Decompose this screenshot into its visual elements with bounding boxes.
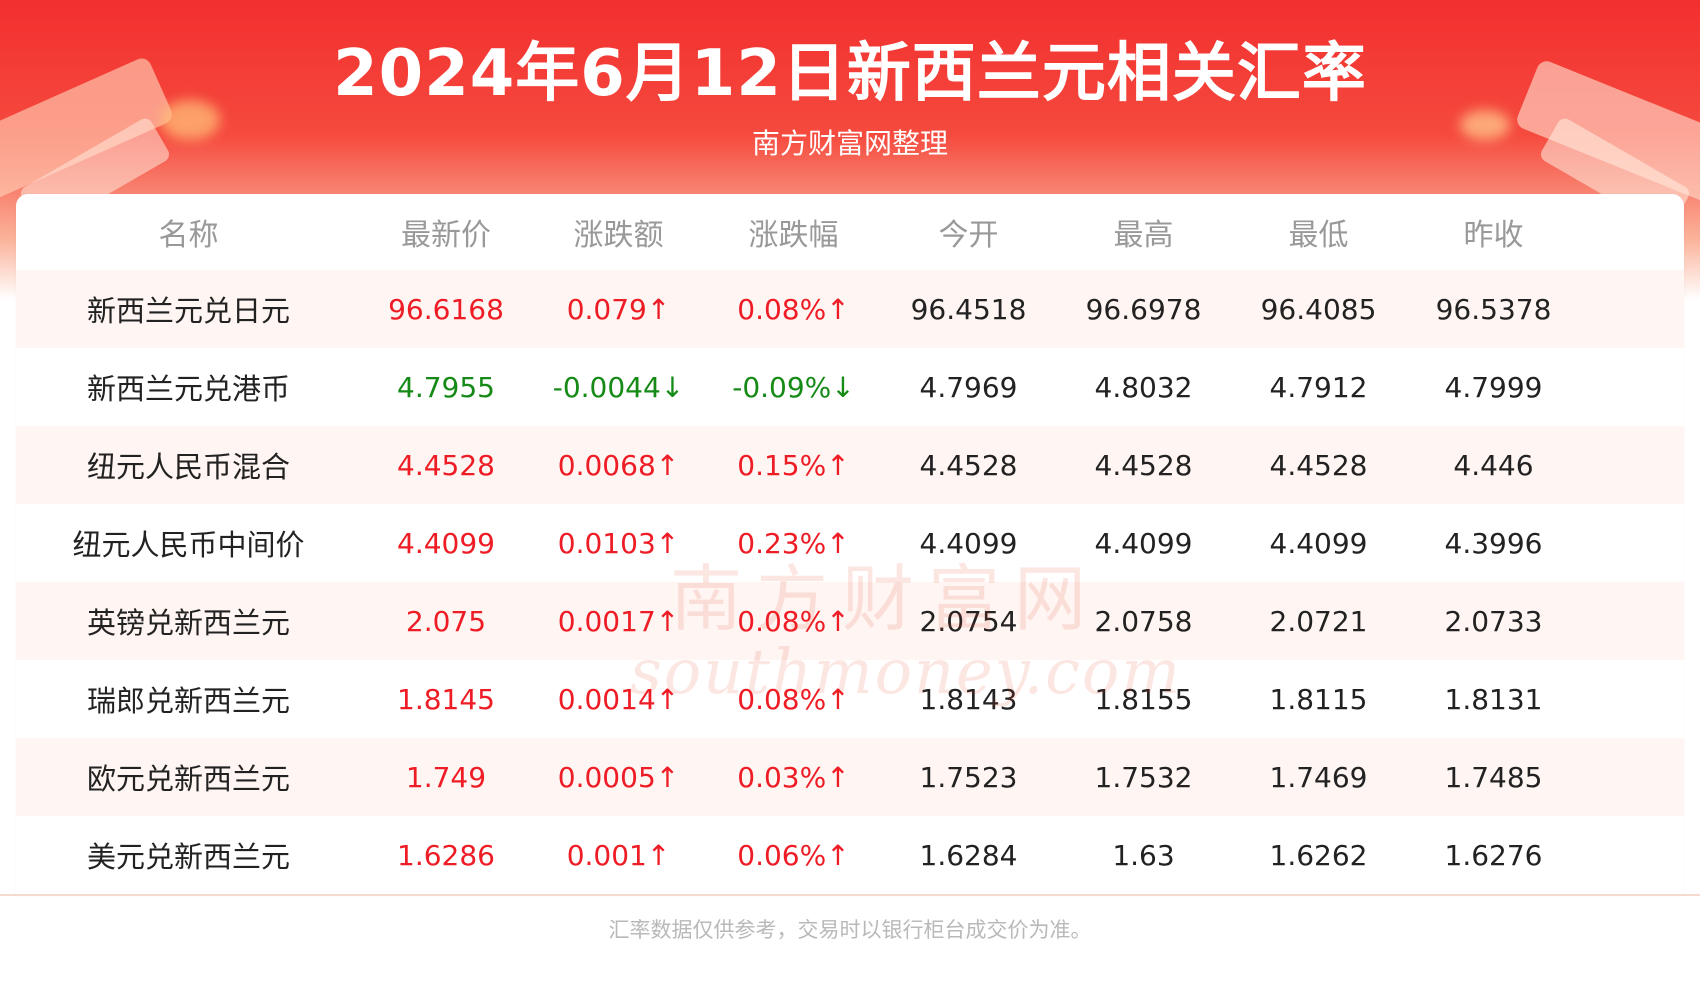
column-header-high: 最高 [1113,218,1174,253]
column-header-latest: 最新价 [401,218,491,253]
row-change-pct: 0.08%↑ [737,682,850,716]
rate-table: 名称 最新价 涨跌额 涨跌幅 今开 最高 最低 昨收 新西兰元兑日元 96.61… [16,194,1684,896]
row-name: 英镑兑新西兰元 [86,606,290,640]
row-latest: 1.8145 [397,682,495,716]
row-low: 4.7912 [1269,370,1368,404]
row-change-pct: 0.03%↑ [737,760,850,794]
row-high: 1.7532 [1094,760,1193,794]
row-latest: 1.6286 [397,838,495,872]
row-change-pct: -0.09%↓ [732,370,855,404]
row-prev-close: 1.7485 [1444,760,1543,794]
footer-divider [0,894,1700,896]
column-header-change-pct: 涨跌幅 [748,218,839,253]
row-low: 4.4099 [1269,526,1368,560]
row-prev-close: 1.6276 [1444,838,1543,872]
row-low: 96.4085 [1260,292,1377,326]
row-prev-close: 4.3996 [1444,526,1543,560]
row-low: 1.6262 [1269,838,1368,872]
row-low: 2.0721 [1269,604,1368,638]
row-latest: 4.7955 [397,370,495,404]
table-row: 新西兰元兑港币 4.7955 -0.0044↓ -0.09%↓ 4.7969 4… [16,348,1684,426]
row-change-pct: 0.23%↑ [737,526,850,560]
row-high: 96.6978 [1085,292,1202,326]
row-open: 4.4099 [919,526,1018,560]
row-low: 1.7469 [1269,760,1368,794]
row-open: 2.0754 [919,604,1018,638]
column-header-change: 涨跌额 [573,218,664,253]
row-prev-close: 2.0733 [1444,604,1543,638]
footer-note: 汇率数据仅供参考，交易时以银行柜台成交价为准。 [608,918,1092,942]
column-header-name: 名称 [158,218,219,253]
table-row: 新西兰元兑日元 96.6168 0.079↑ 0.08%↑ 96.4518 96… [16,270,1684,348]
table-row: 瑞郎兑新西兰元 1.8145 0.0014↑ 0.08%↑ 1.8143 1.8… [16,660,1684,738]
row-latest: 4.4099 [397,526,495,560]
row-latest: 2.075 [405,604,487,638]
row-name: 纽元人民币中间价 [72,528,305,562]
table-row: 美元兑新西兰元 1.6286 0.001↑ 0.06%↑ 1.6284 1.63… [16,816,1684,894]
row-prev-close: 96.5378 [1435,292,1552,326]
row-prev-close: 4.7999 [1444,370,1543,404]
row-change: 0.0103↑ [557,526,680,560]
row-change-pct: 0.15%↑ [737,448,850,482]
banner-decoration [160,100,220,140]
row-latest: 4.4528 [397,448,495,482]
row-high: 2.0758 [1094,604,1193,638]
row-change: 0.001↑ [566,838,671,872]
row-name: 瑞郎兑新西兰元 [86,684,290,718]
row-change-pct: 0.08%↑ [737,604,850,638]
row-name: 新西兰元兑港币 [86,372,290,406]
row-low: 4.4528 [1269,448,1368,482]
row-change-pct: 0.08%↑ [737,292,850,326]
row-high: 4.4528 [1094,448,1193,482]
table-header: 名称 最新价 涨跌额 涨跌幅 今开 最高 最低 昨收 [16,194,1684,270]
column-header-low: 最低 [1288,218,1349,253]
page-subtitle: 南方财富网整理 [751,127,948,160]
row-change: 0.0014↑ [557,682,680,716]
row-low: 1.8115 [1269,682,1368,716]
row-open: 1.8143 [919,682,1018,716]
row-high: 1.8155 [1094,682,1193,716]
row-open: 4.7969 [919,370,1018,404]
page-title: 2024年6月12日新西兰元相关汇率 [333,37,1367,111]
row-latest: 96.6168 [388,292,504,326]
row-high: 4.4099 [1094,526,1193,560]
table-row: 纽元人民币混合 4.4528 0.0068↑ 0.15%↑ 4.4528 4.4… [16,426,1684,504]
row-open: 1.7523 [919,760,1018,794]
table-row: 英镑兑新西兰元 2.075 0.0017↑ 0.08%↑ 2.0754 2.07… [16,582,1684,660]
row-change: -0.0044↓ [552,370,685,404]
row-latest: 1.749 [405,760,487,794]
row-open: 96.4518 [910,292,1027,326]
row-name: 美元兑新西兰元 [86,840,290,874]
row-prev-close: 1.8131 [1444,682,1543,716]
row-change: 0.079↑ [566,292,671,326]
row-high: 4.8032 [1094,370,1193,404]
row-name: 新西兰元兑日元 [86,294,290,328]
row-change: 0.0017↑ [557,604,680,638]
row-high: 1.63 [1112,838,1175,872]
row-open: 1.6284 [919,838,1018,872]
table-row: 欧元兑新西兰元 1.749 0.0005↑ 0.03%↑ 1.7523 1.75… [16,738,1684,816]
row-change: 0.0068↑ [557,448,680,482]
row-change-pct: 0.06%↑ [737,838,850,872]
table-row: 纽元人民币中间价 4.4099 0.0103↑ 0.23%↑ 4.4099 4.… [16,504,1684,582]
column-header-prev-close: 昨收 [1463,218,1524,253]
row-name: 纽元人民币混合 [86,450,290,484]
banner-decoration [1460,110,1510,140]
row-name: 欧元兑新西兰元 [86,762,290,796]
row-open: 4.4528 [919,448,1018,482]
row-prev-close: 4.446 [1453,448,1534,482]
row-change: 0.0005↑ [557,760,680,794]
column-header-open: 今开 [938,218,999,253]
